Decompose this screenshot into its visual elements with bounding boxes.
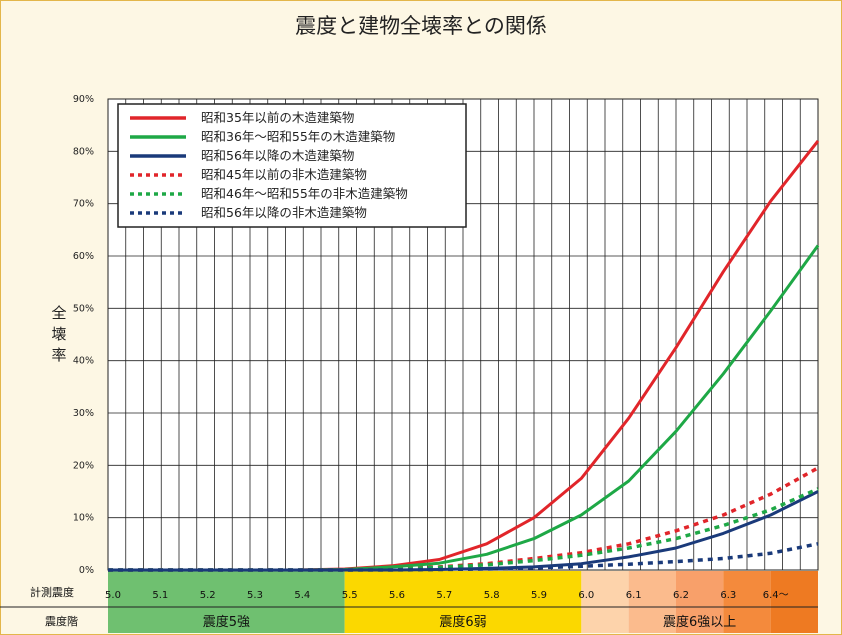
x-tick-label: 5.8 <box>484 590 500 601</box>
y-tick-label: 80% <box>73 146 94 157</box>
x-tick-label: 5.1 <box>152 590 168 601</box>
intensity-band-label: 震度6強以上 <box>663 614 736 630</box>
band-background <box>628 571 676 633</box>
y-tick-label: 70% <box>73 199 94 210</box>
x-tick-label: 6.1 <box>626 590 642 601</box>
x-tick-label: 6.2 <box>673 590 689 601</box>
x-tick-label: 5.2 <box>200 590 216 601</box>
legend-label: 昭和36年〜昭和55年の木造建築物 <box>201 129 395 144</box>
x-tick-label: 6.4〜 <box>763 590 789 601</box>
legend-box <box>117 103 467 228</box>
x-tick-label: 5.6 <box>389 590 405 601</box>
series-lines <box>108 139 820 572</box>
y-tick-label: 30% <box>73 408 94 419</box>
x-tick-label: 6.0 <box>578 590 594 601</box>
y-tick-label: 50% <box>73 303 94 314</box>
y-tick-label: 10% <box>73 513 94 524</box>
legend: 昭和35年以前の木造建築物昭和36年〜昭和55年の木造建築物昭和56年以降の木造… <box>117 103 467 228</box>
x-tick-label: 5.9 <box>531 590 547 601</box>
legend-label: 昭和46年〜昭和55年の非木造建築物 <box>201 186 408 201</box>
x-tick-label: 5.3 <box>247 590 263 601</box>
x-tick-label: 5.4 <box>294 590 310 601</box>
y-axis-label-char: 壊 <box>51 325 66 343</box>
y-axis-label: 全壊率 <box>51 304 66 364</box>
y-tick-label: 90% <box>73 94 94 105</box>
series-line <box>108 490 819 572</box>
y-tick-label: 60% <box>73 251 94 262</box>
band-background <box>581 571 629 633</box>
legend-label: 昭和35年以前の木造建築物 <box>201 110 354 125</box>
legend-label: 昭和56年以降の木造建築物 <box>201 148 354 163</box>
x-tick-label: 5.0 <box>105 590 121 601</box>
legend-label: 昭和45年以前の非木造建築物 <box>201 167 367 182</box>
x-row-label: 計測震度 <box>30 585 74 599</box>
x-tick-label: 6.3 <box>720 590 736 601</box>
band-background <box>676 571 724 633</box>
y-tick-label: 20% <box>73 460 94 471</box>
x-tick-label: 5.7 <box>436 590 452 601</box>
y-tick-label: 0% <box>79 565 94 576</box>
chart-title: 震度と建物全壊率との関係 <box>295 14 547 38</box>
band-background <box>770 571 818 633</box>
y-axis-label-char: 率 <box>51 346 66 364</box>
intensity-band-label: 震度6弱 <box>439 614 486 630</box>
band-background <box>108 571 345 633</box>
band-background <box>344 571 582 633</box>
legend-label: 昭和56年以降の非木造建築物 <box>201 205 367 220</box>
band-background <box>723 571 771 633</box>
series-line <box>108 487 819 572</box>
y-tick-label: 40% <box>73 356 94 367</box>
band-row-label: 震度階 <box>45 614 78 628</box>
y-axis-label-char: 全 <box>51 304 66 322</box>
y-axis-ticks: 0% 10% 20% 30% 40% 50% 60% 70% 80% 90% <box>73 94 94 576</box>
series-line <box>108 542 819 572</box>
x-tick-label: 5.5 <box>342 590 358 601</box>
intensity-band-label: 震度5強 <box>203 614 250 630</box>
